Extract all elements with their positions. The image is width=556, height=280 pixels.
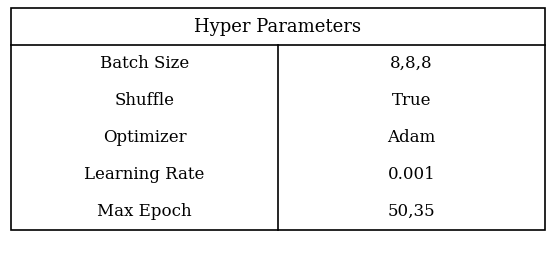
- Bar: [11, 8, 545, 230]
- Text: True: True: [391, 92, 431, 109]
- Text: 50,35: 50,35: [388, 203, 435, 220]
- Text: Max Epoch: Max Epoch: [97, 203, 192, 220]
- Text: Adam: Adam: [388, 129, 435, 146]
- Text: Optimizer: Optimizer: [103, 129, 186, 146]
- Text: Hyper Parameters: Hyper Parameters: [195, 18, 361, 36]
- Text: 0.001: 0.001: [388, 166, 435, 183]
- Text: 8,8,8: 8,8,8: [390, 55, 433, 72]
- Text: Learning Rate: Learning Rate: [85, 166, 205, 183]
- Text: Shuffle: Shuffle: [115, 92, 175, 109]
- Text: Batch Size: Batch Size: [100, 55, 189, 72]
